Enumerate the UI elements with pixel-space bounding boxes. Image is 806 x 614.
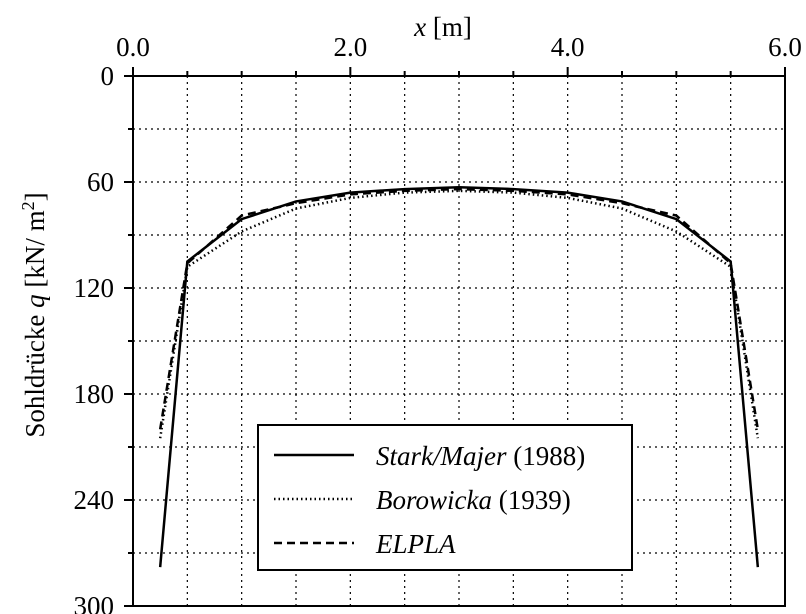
y-tick-label: 300 [74, 591, 115, 614]
legend-box [257, 424, 633, 571]
x-tick-label: 0.0 [116, 32, 150, 62]
series-line-solid [158, 186, 760, 568]
y-axis-label: Sohldrücke q [kN/ m2] [18, 192, 50, 437]
x-tick-label: 6.0 [768, 32, 802, 62]
x-tick-label: 4.0 [551, 32, 585, 62]
legend-label: ELPLA [375, 529, 456, 559]
y-tick-label: 0 [101, 61, 115, 91]
y-tick-label: 180 [74, 379, 115, 409]
series-line-dotted [158, 189, 760, 439]
y-tick-label: 240 [74, 485, 115, 515]
x-axis-label: x [m] [413, 12, 472, 42]
series-line-dashed [158, 187, 760, 430]
legend-label: Stark/Majer (1988) [376, 441, 585, 471]
grid [133, 76, 785, 606]
x-tick-label: 2.0 [333, 32, 367, 62]
y-tick-label: 120 [74, 273, 115, 303]
y-tick-label: 60 [87, 167, 114, 197]
legend-label: Borowicka (1939) [376, 485, 571, 515]
legend: Stark/Majer (1988) Borowicka (1939) ELPLA [257, 424, 633, 571]
series-layer [158, 186, 760, 568]
axes: 0.0 2.0 4.0 6.0 0 60 120 180 240 300 [74, 32, 802, 614]
